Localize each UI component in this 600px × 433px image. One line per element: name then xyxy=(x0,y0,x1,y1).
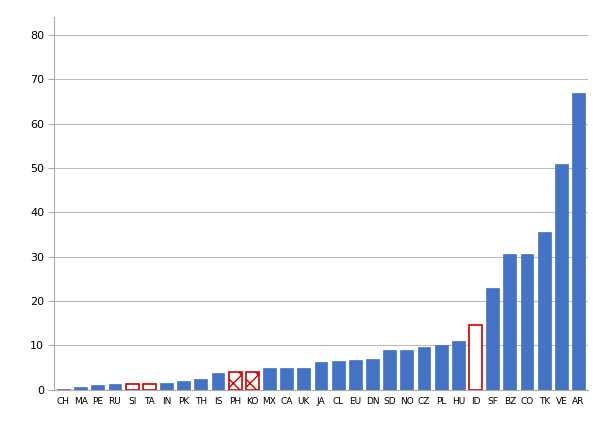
Bar xyxy=(160,383,173,390)
Bar xyxy=(366,359,379,390)
Bar xyxy=(486,288,499,390)
Bar xyxy=(263,368,276,390)
Bar xyxy=(109,385,121,390)
Bar xyxy=(332,361,344,390)
Bar xyxy=(349,360,362,390)
Bar xyxy=(418,347,430,390)
Bar xyxy=(246,372,259,390)
Bar xyxy=(538,233,551,390)
Bar xyxy=(400,350,413,390)
Bar xyxy=(280,368,293,390)
Bar xyxy=(435,346,448,390)
Bar xyxy=(452,341,465,390)
Bar xyxy=(91,385,104,390)
Bar xyxy=(177,381,190,390)
Bar xyxy=(314,362,328,390)
Bar xyxy=(229,372,242,390)
Bar xyxy=(143,385,156,390)
Bar xyxy=(125,385,139,390)
Bar xyxy=(469,325,482,390)
Bar xyxy=(194,378,207,390)
Bar xyxy=(383,350,396,390)
Bar xyxy=(555,164,568,390)
Bar xyxy=(521,255,533,390)
Bar xyxy=(572,93,585,390)
Bar xyxy=(74,388,87,390)
Bar xyxy=(212,373,224,390)
Bar xyxy=(503,255,517,390)
Bar xyxy=(298,368,310,390)
Bar xyxy=(57,389,70,390)
